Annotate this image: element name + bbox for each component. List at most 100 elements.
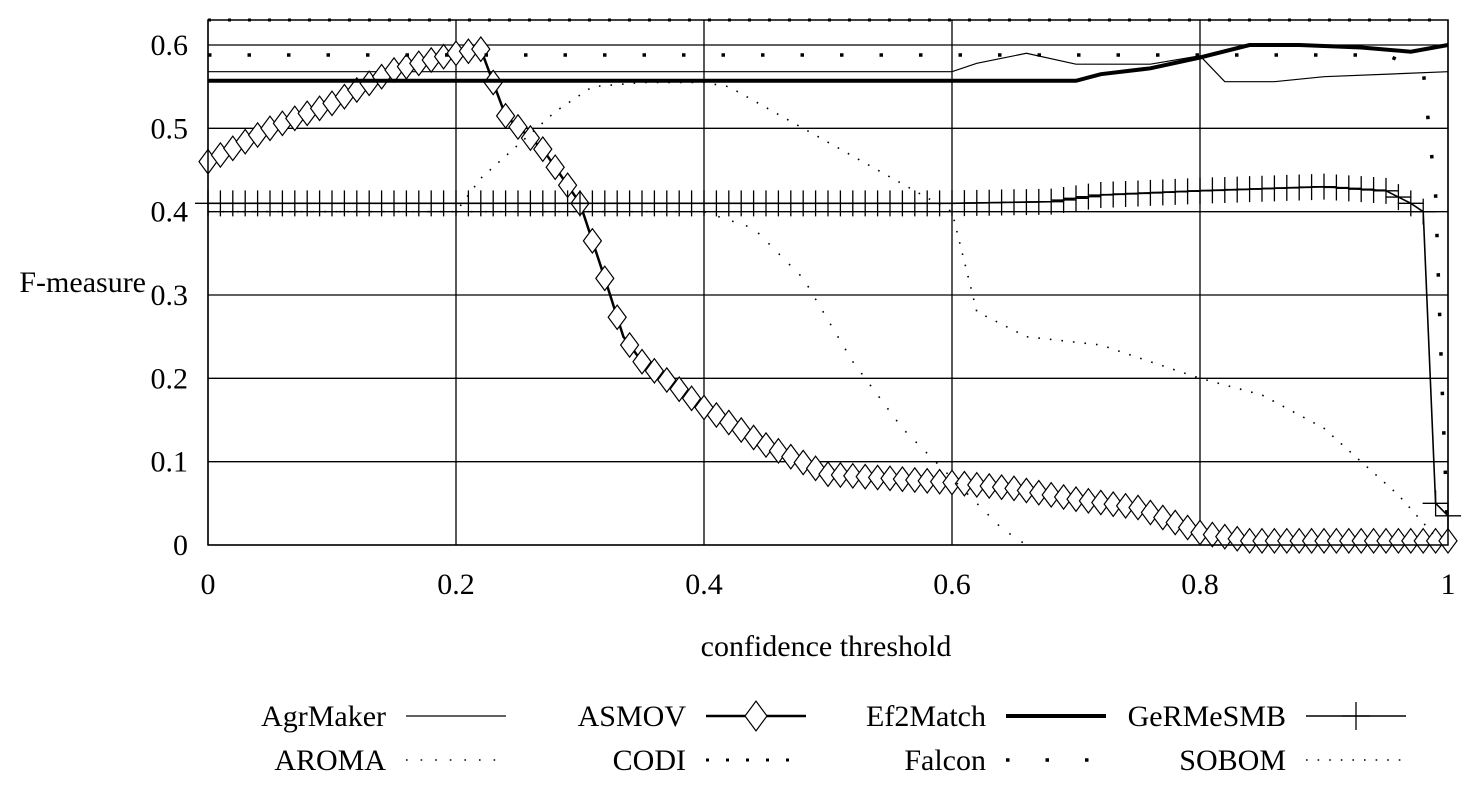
series-point (694, 394, 714, 421)
series-point (1075, 183, 1102, 210)
series-point (793, 449, 813, 476)
series-layer (195, 18, 1461, 554)
series-point (706, 401, 727, 429)
legend: AgrMaker ASMOV Ef2Match GeRMeSMB AROMA CODI Fa… (261, 700, 1406, 777)
series-point (1103, 491, 1123, 518)
series-point (917, 467, 937, 494)
legend-entry: SOBOM (1179, 744, 1406, 777)
series-point (1342, 702, 1370, 730)
series-point (744, 700, 768, 732)
series-point (1311, 173, 1337, 200)
x-tick-label: 0.6 (933, 568, 971, 601)
y-tick-label: 0.2 (151, 362, 189, 395)
series-point (1410, 198, 1437, 225)
x-tick-label: 1 (1441, 568, 1456, 601)
legend-label: CODI (613, 744, 686, 777)
series-point (619, 331, 640, 359)
series-point (1335, 175, 1362, 202)
legend-entry: ASMOV (578, 700, 806, 733)
series-line (208, 52, 1449, 83)
series-point (657, 366, 677, 394)
y-tick-label: 0.6 (151, 29, 189, 62)
series-point (1078, 487, 1099, 514)
y-tick-label: 0.4 (151, 196, 189, 229)
series-line (208, 210, 1027, 546)
series-point (1063, 185, 1089, 212)
series-point (545, 154, 565, 181)
series-point (681, 385, 702, 412)
series-point (1397, 190, 1424, 217)
series-point (1373, 177, 1399, 204)
series-point (1041, 481, 1061, 508)
legend-entry: CODI (613, 744, 806, 777)
series-point (756, 431, 776, 459)
y-tick-label: 0.3 (151, 279, 189, 312)
series-line (208, 81, 1437, 538)
legend-entry: Ef2Match (866, 700, 1106, 733)
series-point (830, 461, 851, 489)
series-point (533, 136, 553, 163)
y-tick-label: 0.1 (151, 446, 189, 479)
series-point (1348, 176, 1375, 203)
legend-label: AROMA (274, 744, 386, 777)
series-point (607, 304, 627, 331)
series-point (520, 124, 541, 152)
series-point (892, 466, 913, 493)
legend-entry: Falcon (904, 744, 1106, 777)
series-point (1016, 477, 1037, 504)
series-point (1029, 479, 1049, 506)
series-point (1004, 475, 1024, 502)
legend-label: SOBOM (1179, 744, 1286, 777)
legend-entry: AgrMaker (261, 700, 506, 733)
y-tick-label: 0 (173, 529, 188, 562)
series-line (208, 43, 1449, 83)
series-point (669, 376, 689, 403)
legend-label: Falcon (904, 744, 986, 777)
series-point (855, 463, 875, 490)
series-point (1038, 188, 1065, 215)
series-point (719, 409, 739, 436)
series-point (508, 113, 528, 141)
series-aroma (208, 210, 1027, 546)
series-point (731, 416, 751, 444)
series-point (942, 469, 962, 496)
legend-entry: AROMA (274, 744, 506, 777)
series-point (1091, 489, 1111, 516)
series-sobom (208, 81, 1437, 538)
series-point (1202, 521, 1223, 548)
legend-entry: GeRMeSMB (1128, 700, 1406, 733)
series-point (495, 102, 516, 129)
x-axis-label: confidence threshold (701, 630, 952, 663)
series-point (905, 466, 925, 494)
x-tick-label: 0.8 (1181, 568, 1219, 601)
series-point (471, 36, 491, 63)
plot-frame (207, 19, 1449, 546)
series-point (1385, 184, 1412, 211)
series-ef2match (208, 43, 1449, 83)
series-point (979, 472, 999, 500)
series-point (1053, 483, 1074, 511)
series-point (867, 464, 888, 491)
series-point (843, 462, 863, 489)
series-point (1066, 486, 1086, 513)
x-tick-label: 0.2 (437, 568, 475, 601)
series-point (1360, 177, 1387, 203)
series-point (743, 424, 764, 451)
ticks: 0 0.1 0.2 0.3 0.4 0.5 0.6 0 0.2 0.4 0.6 0.8 1 (151, 29, 1456, 601)
series-point (632, 348, 652, 375)
series-point (1050, 187, 1077, 213)
series-point (967, 471, 987, 498)
series-point (954, 470, 975, 497)
series-point (880, 465, 900, 492)
series-point (929, 468, 950, 495)
series-point (644, 357, 665, 384)
x-tick-label: 0.4 (685, 568, 723, 601)
y-axis-label: F-measure (19, 266, 146, 299)
legend-label: Ef2Match (866, 700, 986, 733)
legend-label: ASMOV (578, 700, 687, 733)
legend-label: AgrMaker (261, 700, 386, 733)
series-point (582, 227, 603, 254)
series-point (991, 474, 1012, 501)
series-point (818, 461, 838, 488)
